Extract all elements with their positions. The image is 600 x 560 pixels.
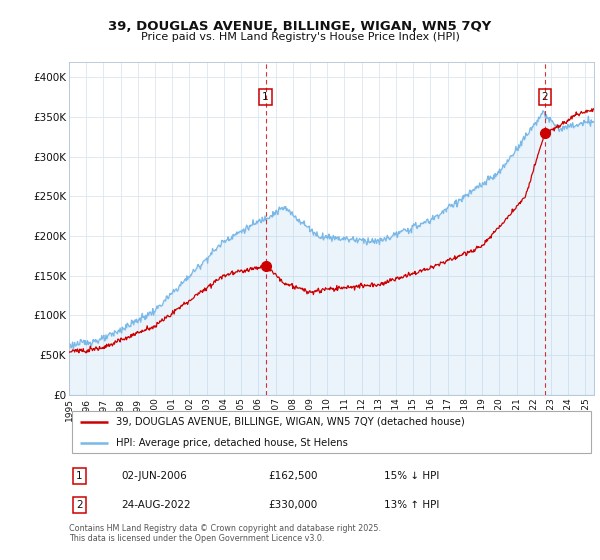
Text: 39, DOUGLAS AVENUE, BILLINGE, WIGAN, WN5 7QY (detached house): 39, DOUGLAS AVENUE, BILLINGE, WIGAN, WN5…	[116, 417, 465, 427]
Text: 2: 2	[542, 92, 548, 101]
FancyBboxPatch shape	[71, 410, 592, 453]
Text: 15% ↓ HPI: 15% ↓ HPI	[384, 470, 439, 480]
Text: 13% ↑ HPI: 13% ↑ HPI	[384, 500, 439, 510]
Text: £330,000: £330,000	[269, 500, 318, 510]
Text: £162,500: £162,500	[269, 470, 318, 480]
Text: Price paid vs. HM Land Registry's House Price Index (HPI): Price paid vs. HM Land Registry's House …	[140, 32, 460, 43]
Text: Contains HM Land Registry data © Crown copyright and database right 2025.
This d: Contains HM Land Registry data © Crown c…	[69, 524, 381, 543]
Text: 2: 2	[76, 500, 83, 510]
Text: 1: 1	[262, 92, 269, 101]
Text: 1: 1	[76, 470, 83, 480]
Text: HPI: Average price, detached house, St Helens: HPI: Average price, detached house, St H…	[116, 438, 348, 448]
Text: 24-AUG-2022: 24-AUG-2022	[121, 500, 191, 510]
Text: 39, DOUGLAS AVENUE, BILLINGE, WIGAN, WN5 7QY: 39, DOUGLAS AVENUE, BILLINGE, WIGAN, WN5…	[109, 20, 491, 32]
Text: 02-JUN-2006: 02-JUN-2006	[121, 470, 187, 480]
